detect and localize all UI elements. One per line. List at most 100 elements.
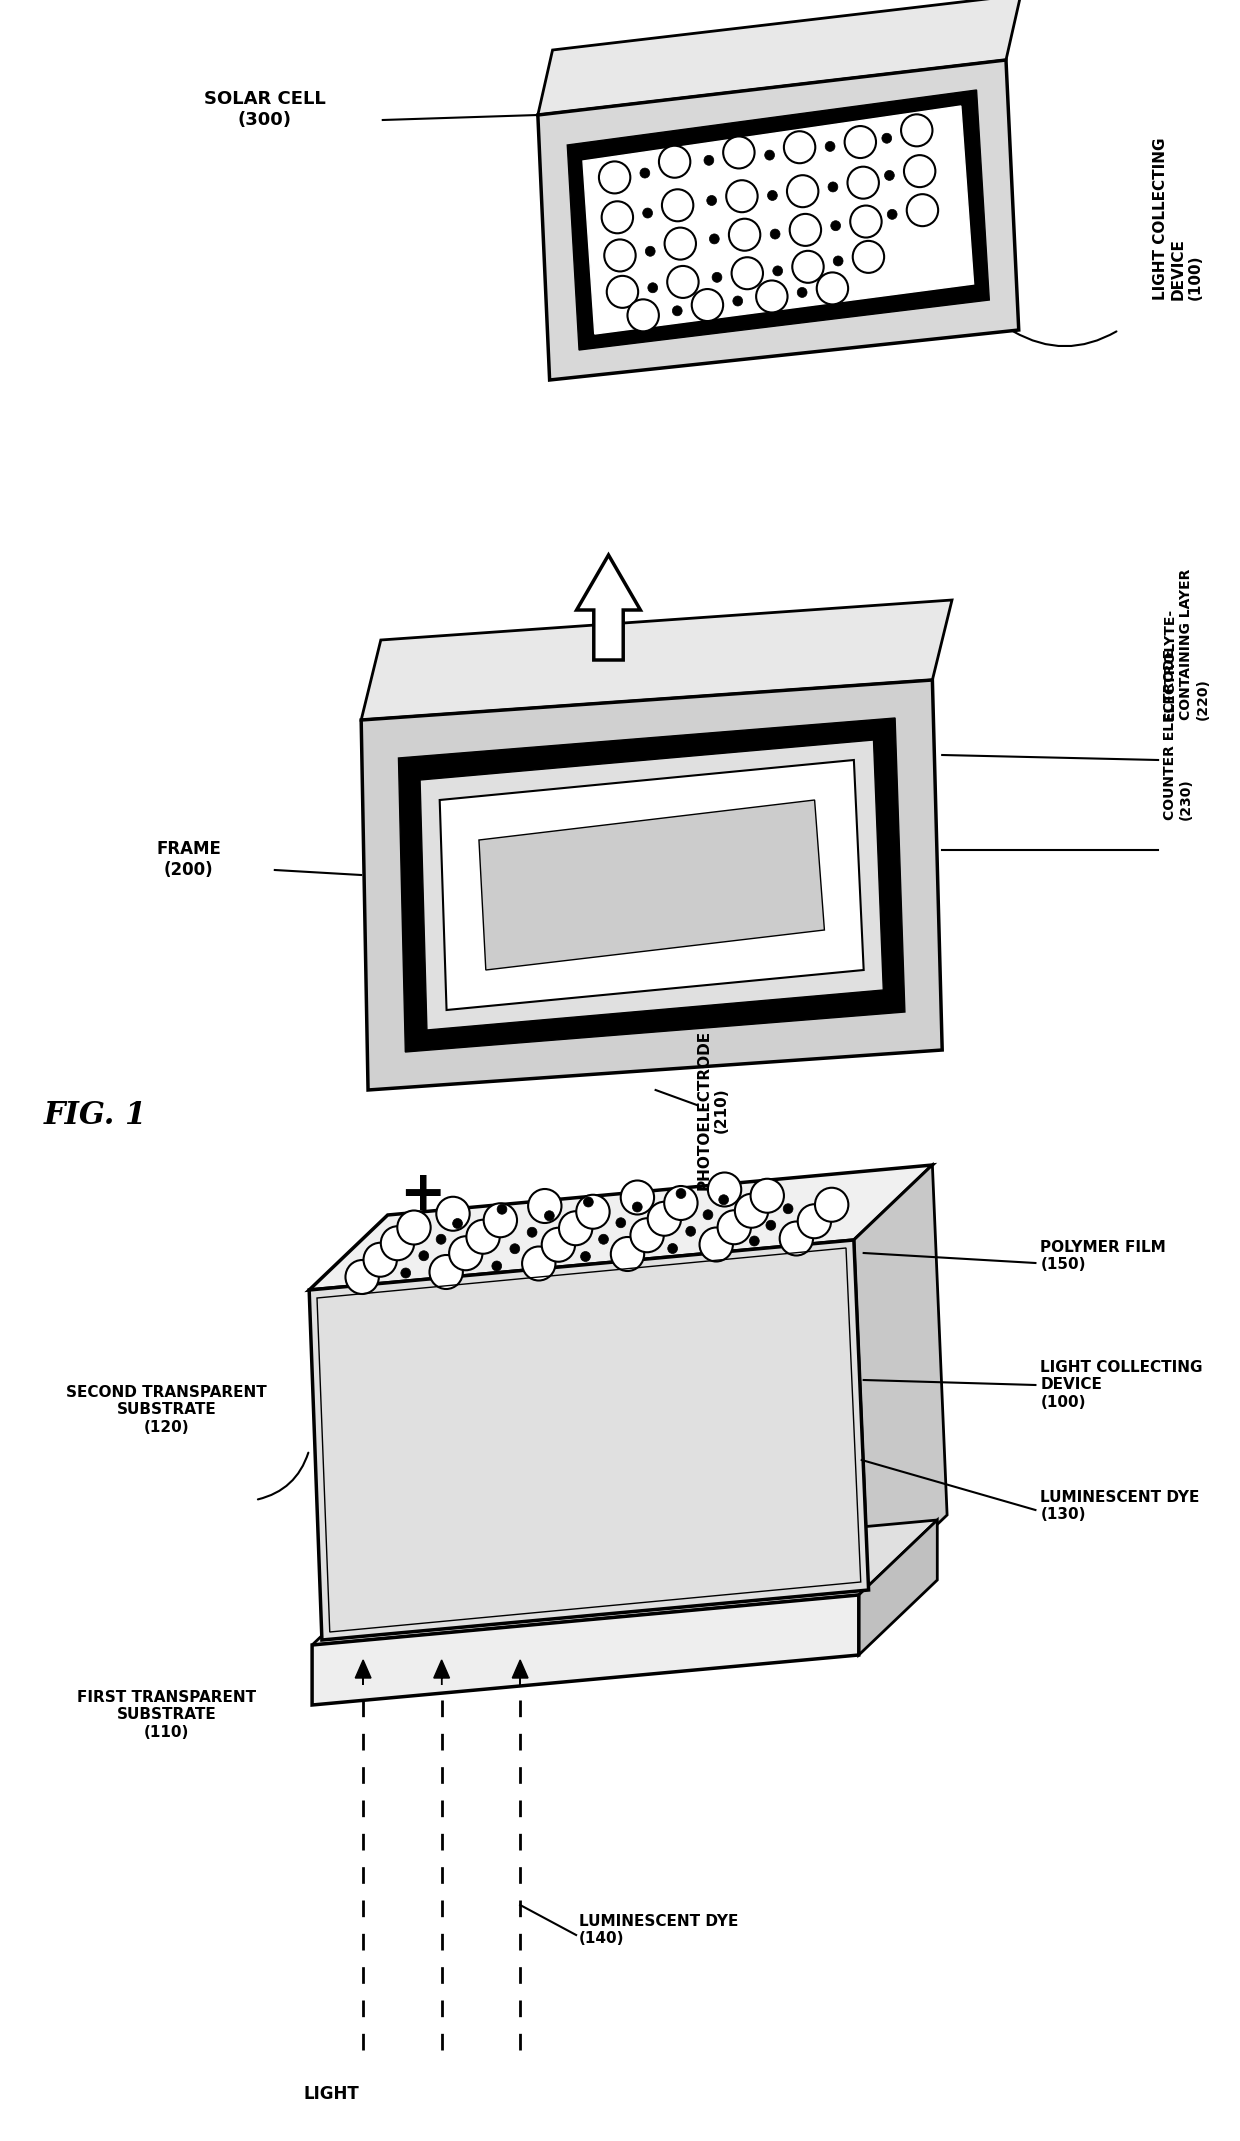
Circle shape xyxy=(709,233,719,244)
Circle shape xyxy=(729,218,760,250)
Circle shape xyxy=(466,1220,500,1255)
Circle shape xyxy=(601,201,634,233)
Polygon shape xyxy=(309,1165,932,1291)
Circle shape xyxy=(577,1195,610,1229)
Circle shape xyxy=(844,126,875,158)
Circle shape xyxy=(817,272,848,304)
Circle shape xyxy=(686,1227,696,1235)
Text: FIRST TRANSPARENT
SUBSTRATE
(110): FIRST TRANSPARENT SUBSTRATE (110) xyxy=(77,1689,257,1741)
Text: LIGHT COLLECTING
DEVICE
(100): LIGHT COLLECTING DEVICE (100) xyxy=(1040,1360,1203,1409)
Circle shape xyxy=(797,287,807,298)
Circle shape xyxy=(453,1218,463,1229)
Circle shape xyxy=(497,1203,507,1214)
Circle shape xyxy=(787,176,818,208)
Polygon shape xyxy=(440,760,864,1011)
Circle shape xyxy=(616,1218,626,1227)
Text: PHOTOELECTRODE
(210): PHOTOELECTRODE (210) xyxy=(697,1030,729,1190)
Circle shape xyxy=(665,227,696,259)
Circle shape xyxy=(708,1173,742,1208)
Circle shape xyxy=(632,1201,642,1212)
Circle shape xyxy=(704,156,714,165)
Circle shape xyxy=(790,214,821,246)
Circle shape xyxy=(718,1210,751,1244)
Circle shape xyxy=(484,1203,517,1237)
Circle shape xyxy=(831,221,841,231)
Polygon shape xyxy=(312,1520,937,1644)
Circle shape xyxy=(749,1235,759,1246)
Circle shape xyxy=(542,1227,575,1261)
Circle shape xyxy=(640,167,650,178)
Polygon shape xyxy=(312,1595,859,1704)
Circle shape xyxy=(419,1250,429,1261)
Circle shape xyxy=(606,276,639,308)
Circle shape xyxy=(528,1188,562,1223)
FancyArrow shape xyxy=(434,1659,450,1685)
Polygon shape xyxy=(309,1240,868,1640)
Circle shape xyxy=(429,1255,463,1289)
Circle shape xyxy=(599,161,630,193)
Circle shape xyxy=(719,1195,729,1205)
Circle shape xyxy=(662,188,693,221)
Circle shape xyxy=(580,1252,590,1261)
Text: SECOND TRANSPARENT
SUBSTRATE
(120): SECOND TRANSPARENT SUBSTRATE (120) xyxy=(67,1385,268,1434)
Circle shape xyxy=(735,1195,769,1227)
Circle shape xyxy=(888,210,897,218)
Circle shape xyxy=(436,1233,446,1244)
Text: ELECTROLYTE-
CONTAINING LAYER
(220): ELECTROLYTE- CONTAINING LAYER (220) xyxy=(1163,570,1209,719)
Circle shape xyxy=(780,1223,813,1255)
Circle shape xyxy=(723,137,755,169)
Polygon shape xyxy=(538,60,1019,379)
Circle shape xyxy=(346,1261,379,1293)
Polygon shape xyxy=(420,741,883,1030)
Circle shape xyxy=(436,1197,470,1231)
Circle shape xyxy=(707,195,717,206)
Circle shape xyxy=(768,191,777,201)
Circle shape xyxy=(672,306,682,317)
Circle shape xyxy=(397,1210,430,1244)
Polygon shape xyxy=(567,90,990,349)
Polygon shape xyxy=(361,681,942,1090)
Text: +: + xyxy=(399,1169,445,1223)
Circle shape xyxy=(381,1227,414,1261)
Circle shape xyxy=(727,180,758,212)
Circle shape xyxy=(647,1201,681,1235)
Circle shape xyxy=(847,167,879,199)
Circle shape xyxy=(584,1197,593,1208)
Circle shape xyxy=(544,1212,554,1220)
Text: FIG. 1: FIG. 1 xyxy=(45,1100,148,1130)
Circle shape xyxy=(647,283,657,293)
Circle shape xyxy=(401,1267,410,1278)
Circle shape xyxy=(853,242,884,272)
Text: LIGHT COLLECTING
DEVICE
(100): LIGHT COLLECTING DEVICE (100) xyxy=(1153,137,1203,300)
Circle shape xyxy=(797,1203,831,1237)
Circle shape xyxy=(906,195,939,227)
Text: SOLAR CELL
(300): SOLAR CELL (300) xyxy=(205,90,326,128)
Circle shape xyxy=(630,1218,663,1252)
Circle shape xyxy=(792,250,823,283)
Polygon shape xyxy=(859,1520,937,1655)
Circle shape xyxy=(449,1235,482,1270)
Circle shape xyxy=(665,1186,698,1220)
Polygon shape xyxy=(583,107,973,334)
Circle shape xyxy=(851,206,882,238)
Polygon shape xyxy=(398,717,905,1051)
Circle shape xyxy=(621,1180,653,1214)
Circle shape xyxy=(828,182,838,193)
Circle shape xyxy=(522,1246,556,1280)
Text: LUMINESCENT DYE
(130): LUMINESCENT DYE (130) xyxy=(1040,1490,1200,1522)
Circle shape xyxy=(611,1237,644,1272)
Circle shape xyxy=(510,1244,520,1255)
Circle shape xyxy=(692,289,723,321)
Circle shape xyxy=(733,295,743,306)
Circle shape xyxy=(627,300,658,332)
Circle shape xyxy=(815,1188,848,1223)
Circle shape xyxy=(676,1188,686,1199)
Circle shape xyxy=(766,1220,776,1231)
Circle shape xyxy=(667,265,698,298)
Polygon shape xyxy=(854,1165,947,1591)
Circle shape xyxy=(756,280,787,313)
Circle shape xyxy=(765,150,775,161)
Circle shape xyxy=(492,1261,502,1272)
Circle shape xyxy=(667,1244,677,1252)
Circle shape xyxy=(770,229,780,240)
